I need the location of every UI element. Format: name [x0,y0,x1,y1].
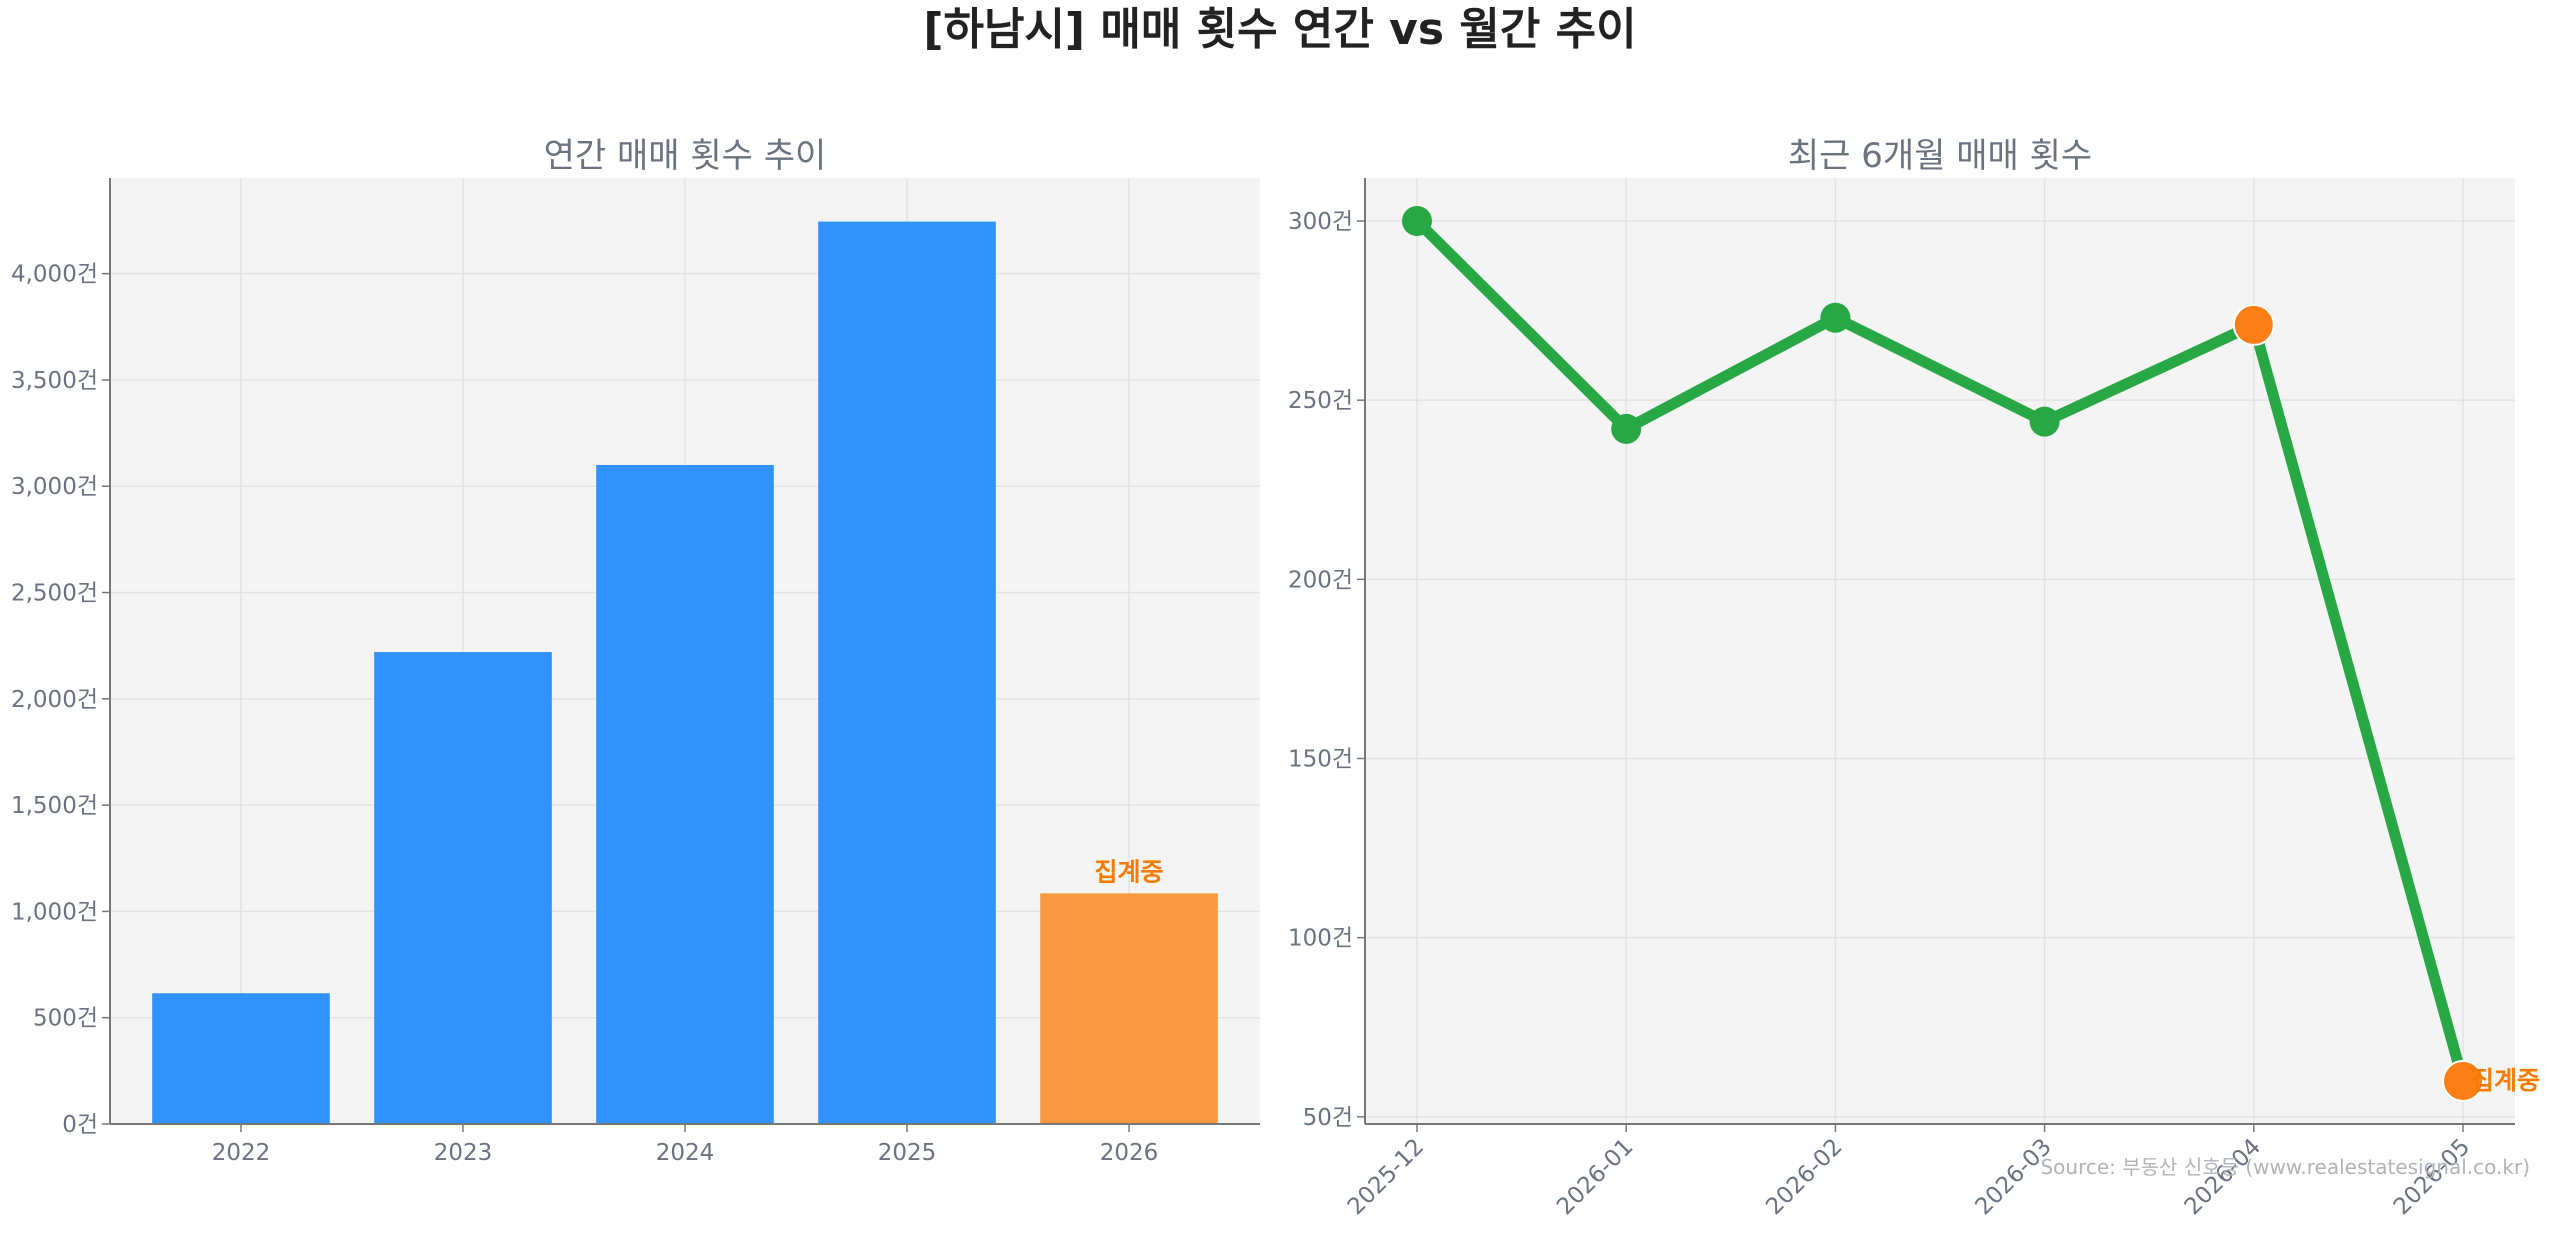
x-tick-label: 2025-12 [1343,1134,1429,1220]
x-tick-label: 2023 [434,1140,493,1166]
y-tick-label: 2,500건 [11,581,98,607]
y-tick-label: 200건 [1288,567,1353,593]
in-progress-label: 집계중 [2471,1066,2540,1095]
bar [152,993,330,1124]
figure-title: [하남시] 매매 횟수 연간 vs 월간 추이 [923,4,1636,55]
y-tick-label: 150건 [1288,747,1353,773]
highlight-point [2442,1060,2484,1102]
x-tick-label: 2026-01 [1552,1134,1638,1220]
y-tick-label: 250건 [1288,388,1353,414]
x-tick-label: 2024 [656,1140,715,1166]
y-tick-label: 1,500건 [11,793,98,819]
data-point [1402,206,1432,236]
highlight-point [2232,303,2275,346]
x-tick-label: 2022 [212,1140,271,1166]
data-point [2029,406,2060,437]
annual-bar-chart-panel: 0건 500건 1,000건 1,500건 2,000건 2,500건 3,000건 3,50… [11,136,1260,1166]
panel-title: 연간 매매 횟수 추이 [544,136,827,176]
x-tick-label: 2025 [878,1140,937,1166]
x-tick-label: 2026 [1100,1140,1159,1166]
y-tick-label: 1,000건 [11,899,98,925]
monthly-line-chart-panel: 50건 100건 150건 200건 250건 300건 2025-12 2026-01 202… [1288,136,2540,1220]
data-point [1611,413,1642,444]
series-line [1411,215,2469,1087]
y-tick-label: 3,000건 [11,474,98,500]
x-tick-label: 2026-02 [1761,1134,1847,1220]
plot-area [1365,178,2515,1124]
y-tick-label: 0건 [62,1112,98,1138]
source-credit: Source: 부동산 신호등 (www.realestatesignal.co… [2040,1155,2530,1179]
panel-title: 최근 6개월 매매 횟수 [1788,136,2092,176]
y-tick-label: 2,000건 [11,687,98,713]
y-tick-label: 50건 [1303,1105,1353,1131]
y-tick-label: 4,000건 [11,262,98,288]
in-progress-label: 집계중 [1095,857,1164,886]
y-tick-label: 500건 [33,1006,98,1032]
data-point [1820,302,1851,333]
y-tick-label: 3,500건 [11,368,98,394]
bar [818,221,996,1124]
bar [374,652,552,1124]
y-tick-label: 300건 [1288,209,1353,235]
bar-in-progress [1040,893,1218,1124]
y-tick-label: 100건 [1288,926,1353,952]
bar [596,464,774,1124]
